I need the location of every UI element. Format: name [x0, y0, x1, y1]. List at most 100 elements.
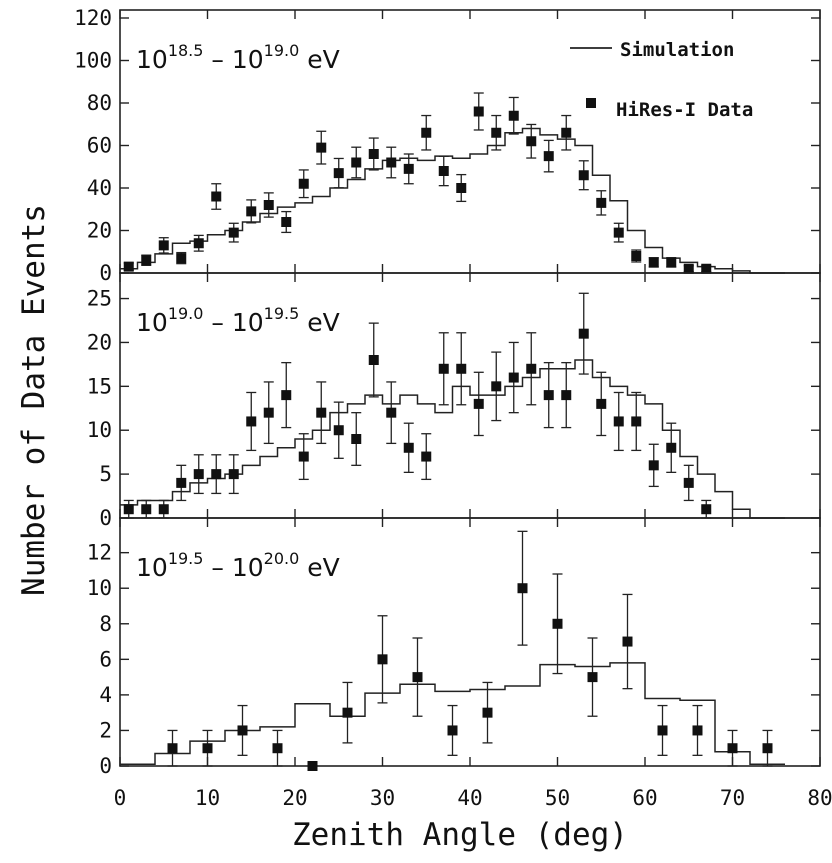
y-tick-label: 15	[87, 374, 112, 398]
data-point	[193, 469, 204, 480]
y-tick-label: 40	[87, 176, 112, 200]
data-point	[517, 583, 528, 594]
data-point	[473, 398, 484, 409]
data-point	[141, 255, 152, 266]
x-tick-label: 70	[720, 786, 745, 810]
data-point	[141, 504, 152, 515]
data-point	[368, 355, 379, 365]
data-point	[701, 504, 712, 515]
data-point	[316, 407, 327, 418]
data-point	[447, 725, 458, 736]
range-text-part: 10	[232, 553, 264, 582]
x-tick-label: 20	[282, 786, 307, 810]
data-point	[596, 197, 607, 208]
data-point	[491, 381, 502, 392]
data-point	[762, 743, 773, 754]
data-point	[666, 442, 677, 453]
data-point	[281, 217, 292, 227]
data-point	[316, 142, 327, 153]
y-tick-label: 100	[74, 49, 112, 73]
data-point	[438, 363, 449, 374]
x-tick-label: 50	[545, 786, 570, 810]
simulation-histogram	[120, 359, 785, 519]
data-point	[666, 257, 677, 268]
y-tick-label: 10	[87, 418, 112, 442]
data-point	[368, 149, 379, 159]
data-point	[272, 743, 283, 754]
y-tick-label: 60	[87, 134, 112, 158]
data-point	[473, 106, 484, 117]
data-point	[692, 725, 703, 736]
range-text-part: 10	[136, 308, 168, 337]
range-text-part: eV	[299, 308, 339, 337]
data-point	[176, 477, 187, 488]
x-tick-label: 30	[370, 786, 395, 810]
data-point	[657, 725, 668, 736]
data-point	[403, 163, 414, 174]
data-point	[123, 504, 134, 515]
data-point	[211, 191, 222, 202]
y-tick-label: 8	[99, 612, 112, 636]
data-point	[386, 407, 397, 418]
data-point	[578, 170, 589, 181]
data-point	[202, 743, 213, 754]
y-tick-label: 2	[99, 718, 112, 742]
data-point	[193, 238, 204, 249]
data-point	[526, 136, 537, 147]
x-tick-label: 80	[807, 786, 832, 810]
data-point	[298, 178, 309, 189]
x-tick-label: 60	[632, 786, 657, 810]
data-point	[158, 504, 169, 515]
legend-data-marker	[586, 98, 596, 108]
y-tick-label: 80	[87, 91, 112, 115]
data-point	[631, 416, 642, 427]
data-point	[491, 127, 502, 138]
data-point	[342, 707, 353, 718]
data-point	[403, 442, 414, 453]
data-point	[351, 434, 362, 444]
x-tick-label: 40	[457, 786, 482, 810]
y-tick-label: 25	[87, 287, 112, 311]
data-point	[622, 636, 633, 647]
x-tick-label: 0	[114, 786, 127, 810]
range-text-part: 10	[136, 45, 168, 74]
data-point	[587, 672, 598, 683]
data-point	[552, 618, 563, 629]
data-point	[543, 151, 554, 162]
data-point	[421, 127, 432, 138]
data-point	[237, 725, 248, 736]
range-text-part: 19.5	[168, 549, 204, 568]
panel-2-energy-range: 1019.0 – 1019.5 eV	[136, 304, 340, 337]
data-point	[482, 707, 493, 718]
data-point	[333, 425, 344, 436]
y-tick-label: 20	[87, 330, 112, 354]
data-point	[596, 398, 607, 409]
range-text-part: 18.5	[168, 41, 204, 60]
data-point	[561, 390, 572, 401]
data-point	[526, 363, 537, 374]
data-point	[246, 206, 257, 217]
y-tick-label: 10	[87, 576, 112, 600]
data-point	[508, 372, 519, 383]
range-text-part: –	[203, 45, 231, 74]
data-point	[246, 416, 257, 427]
data-point	[561, 127, 572, 138]
data-point	[508, 110, 519, 121]
data-point	[167, 743, 178, 754]
y-tick-label: 0	[99, 754, 112, 778]
data-point	[176, 253, 187, 264]
panel-1-energy-range: 1018.5 – 1019.0 eV	[136, 41, 340, 74]
legend-simulation-label: Simulation	[620, 39, 734, 61]
data-point	[578, 328, 589, 339]
y-tick-label: 0	[99, 261, 112, 285]
simulation-histogram	[120, 662, 785, 765]
data-point	[123, 261, 134, 272]
data-point	[412, 672, 423, 683]
data-point	[727, 743, 738, 754]
data-point	[281, 390, 292, 401]
range-text-part: eV	[299, 45, 339, 74]
range-text-part: 10	[232, 45, 264, 74]
